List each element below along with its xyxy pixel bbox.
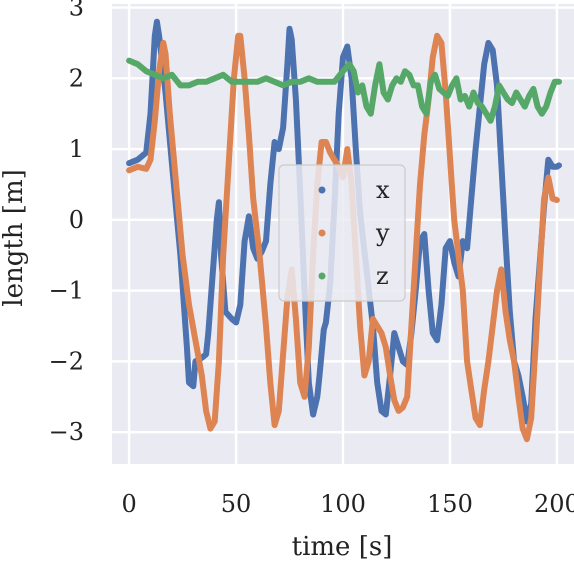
y-tick-label: 3 — [69, 0, 84, 22]
x-tick-label: 100 — [320, 490, 366, 518]
y-axis-label: length [m] — [0, 169, 29, 307]
y-tick-label: 2 — [69, 64, 84, 92]
y-tick-label: 0 — [69, 206, 84, 234]
legend-label-z: z — [376, 262, 389, 290]
y-axis-ticks: −3 −2 −1 0 1 2 3 — [49, 0, 84, 446]
x-axis-label: time [s] — [292, 532, 393, 562]
legend-box — [278, 164, 406, 302]
x-axis-ticks: 0 50 100 150 200 — [121, 490, 574, 518]
legend: xyz — [278, 164, 406, 302]
y-tick-label: 1 — [69, 135, 84, 163]
legend-marker-y — [318, 229, 326, 237]
legend-marker-x — [318, 186, 326, 194]
series-line-z — [126, 57, 562, 124]
series-line-x — [126, 18, 562, 425]
y-tick-label: −1 — [49, 277, 84, 305]
x-tick-label: 0 — [121, 490, 136, 518]
legend-label-x: x — [376, 176, 390, 204]
legend-label-y: y — [375, 219, 390, 247]
x-tick-label: 200 — [534, 490, 574, 518]
x-tick-label: 50 — [221, 490, 252, 518]
x-tick-label: 150 — [427, 490, 473, 518]
y-tick-label: −2 — [49, 347, 84, 375]
y-tick-label: −3 — [49, 418, 84, 446]
legend-marker-z — [318, 272, 326, 280]
